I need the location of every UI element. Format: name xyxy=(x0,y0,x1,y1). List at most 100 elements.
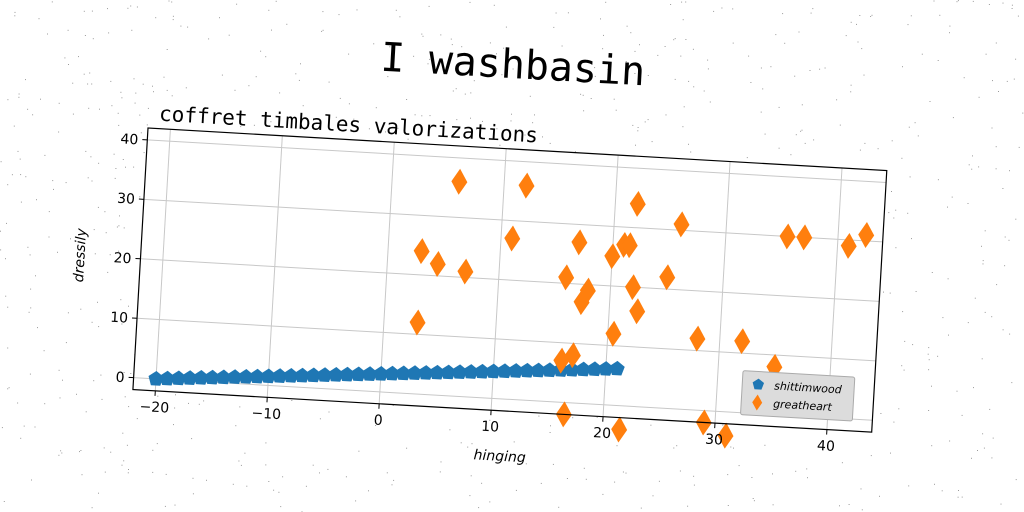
noise-dot xyxy=(499,144,501,146)
point-shittimwood xyxy=(272,368,288,383)
noise-dot xyxy=(824,67,826,69)
noise-dot xyxy=(113,153,115,155)
noise-dot xyxy=(286,23,288,25)
point-shittimwood xyxy=(497,363,513,379)
point-shittimwood xyxy=(609,360,625,376)
noise-dot xyxy=(90,156,92,158)
noise-dot xyxy=(931,445,933,447)
noise-dot xyxy=(88,107,90,109)
point-greatheart xyxy=(621,232,638,259)
noise-dot xyxy=(893,217,895,219)
noise-dot xyxy=(713,10,715,12)
noise-dot xyxy=(152,471,154,473)
noise-dot xyxy=(399,16,401,18)
noise-dot xyxy=(380,131,382,133)
noise-dot xyxy=(271,29,272,31)
noise-dot xyxy=(985,53,987,55)
noise-dot xyxy=(47,33,48,35)
noise-dot xyxy=(567,12,569,14)
noise-dot xyxy=(690,151,692,153)
noise-dot xyxy=(7,388,9,390)
point-greatheart xyxy=(413,238,430,265)
noise-dot xyxy=(121,323,123,325)
noise-dot xyxy=(452,90,454,92)
point-shittimwood xyxy=(395,365,412,381)
noise-dot xyxy=(240,126,242,128)
noise-dot xyxy=(99,108,100,110)
noise-dot xyxy=(87,83,89,85)
noise-dot xyxy=(473,80,475,82)
noise-dot xyxy=(40,98,41,100)
noise-dot xyxy=(927,353,929,355)
noise-dot xyxy=(131,29,133,31)
noise-dot xyxy=(109,254,111,256)
noise-dot xyxy=(104,211,106,213)
noise-dot xyxy=(574,151,576,153)
noise-dot xyxy=(898,408,900,410)
x-tick-label: −20 xyxy=(139,399,169,417)
noise-dot xyxy=(455,88,457,90)
noise-dot xyxy=(673,447,675,449)
noise-dot xyxy=(105,232,107,234)
noise-dot xyxy=(801,129,803,131)
noise-dot xyxy=(111,105,113,107)
noise-dot xyxy=(511,113,512,115)
noise-dot xyxy=(192,493,194,495)
noise-dot xyxy=(937,179,939,181)
noise-dot xyxy=(907,212,909,214)
noise-dot xyxy=(616,445,618,447)
noise-dot xyxy=(991,457,993,459)
noise-dot xyxy=(807,477,808,479)
noise-dot xyxy=(51,1,53,3)
noise-dot xyxy=(80,450,82,451)
noise-dot xyxy=(971,457,972,459)
noise-dot xyxy=(114,177,116,179)
noise-dot xyxy=(83,73,85,75)
noise-dot xyxy=(61,452,63,454)
noise-dot xyxy=(34,426,36,428)
noise-dot xyxy=(510,120,512,122)
noise-dot xyxy=(107,271,109,273)
noise-dot xyxy=(928,369,930,371)
noise-dot xyxy=(98,492,99,494)
noise-dot xyxy=(428,5,430,7)
noise-dot xyxy=(607,69,609,70)
noise-dot xyxy=(978,166,980,168)
noise-dot xyxy=(778,147,780,149)
noise-dot xyxy=(146,124,148,126)
noise-dot xyxy=(275,0,277,2)
noise-dot xyxy=(928,359,930,361)
point-greatheart xyxy=(604,243,621,270)
noise-dot xyxy=(168,0,170,2)
point-greatheart xyxy=(673,211,690,238)
noise-dot xyxy=(348,53,350,55)
noise-dot xyxy=(35,275,36,277)
noise-dot xyxy=(185,87,187,89)
noise-dot xyxy=(406,99,408,100)
noise-dot xyxy=(235,425,237,427)
point-greatheart xyxy=(504,225,521,252)
noise-dot xyxy=(174,504,176,506)
noise-dot xyxy=(1013,78,1015,80)
noise-dot xyxy=(469,495,471,497)
noise-dot xyxy=(795,470,797,472)
noise-dot xyxy=(583,467,585,469)
noise-dot xyxy=(322,11,324,13)
noise-dot xyxy=(614,481,616,483)
noise-dot xyxy=(582,94,584,96)
noise-dot xyxy=(752,498,754,499)
noise-dot xyxy=(928,410,930,411)
noise-dot xyxy=(893,421,895,423)
point-shittimwood xyxy=(384,365,400,381)
point-greatheart xyxy=(571,229,588,256)
noise-dot xyxy=(27,246,29,248)
noise-dot xyxy=(775,34,777,36)
noise-dot xyxy=(553,26,555,28)
noise-dot xyxy=(709,101,711,103)
noise-dot xyxy=(127,7,129,9)
noise-dot xyxy=(282,476,284,478)
noise-dot xyxy=(609,73,611,75)
noise-dot xyxy=(941,490,943,492)
point-shittimwood xyxy=(564,361,580,377)
noise-dot xyxy=(891,140,893,142)
